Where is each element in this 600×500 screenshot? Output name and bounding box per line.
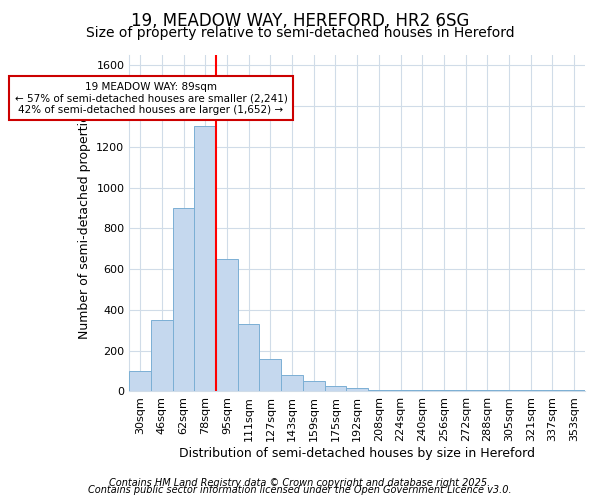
- Bar: [498, 390, 520, 392]
- Bar: [238, 324, 259, 392]
- Text: 19, MEADOW WAY, HEREFORD, HR2 6SG: 19, MEADOW WAY, HEREFORD, HR2 6SG: [131, 12, 469, 30]
- X-axis label: Distribution of semi-detached houses by size in Hereford: Distribution of semi-detached houses by …: [179, 447, 535, 460]
- Bar: [412, 390, 433, 392]
- Bar: [325, 386, 346, 392]
- Bar: [455, 390, 476, 392]
- Bar: [389, 390, 412, 392]
- Y-axis label: Number of semi-detached properties: Number of semi-detached properties: [78, 108, 91, 339]
- Bar: [476, 390, 498, 392]
- Bar: [151, 320, 173, 392]
- Bar: [194, 126, 216, 392]
- Bar: [368, 390, 389, 392]
- Bar: [520, 390, 542, 392]
- Bar: [563, 390, 585, 392]
- Bar: [303, 382, 325, 392]
- Bar: [259, 359, 281, 392]
- Bar: [129, 371, 151, 392]
- Text: Contains HM Land Registry data © Crown copyright and database right 2025.: Contains HM Land Registry data © Crown c…: [109, 478, 491, 488]
- Bar: [216, 259, 238, 392]
- Bar: [542, 390, 563, 392]
- Bar: [346, 388, 368, 392]
- Bar: [281, 375, 303, 392]
- Bar: [433, 390, 455, 392]
- Bar: [173, 208, 194, 392]
- Text: 19 MEADOW WAY: 89sqm
← 57% of semi-detached houses are smaller (2,241)
42% of se: 19 MEADOW WAY: 89sqm ← 57% of semi-detac…: [14, 82, 287, 114]
- Text: Size of property relative to semi-detached houses in Hereford: Size of property relative to semi-detach…: [86, 26, 514, 40]
- Text: Contains public sector information licensed under the Open Government Licence v3: Contains public sector information licen…: [88, 485, 512, 495]
